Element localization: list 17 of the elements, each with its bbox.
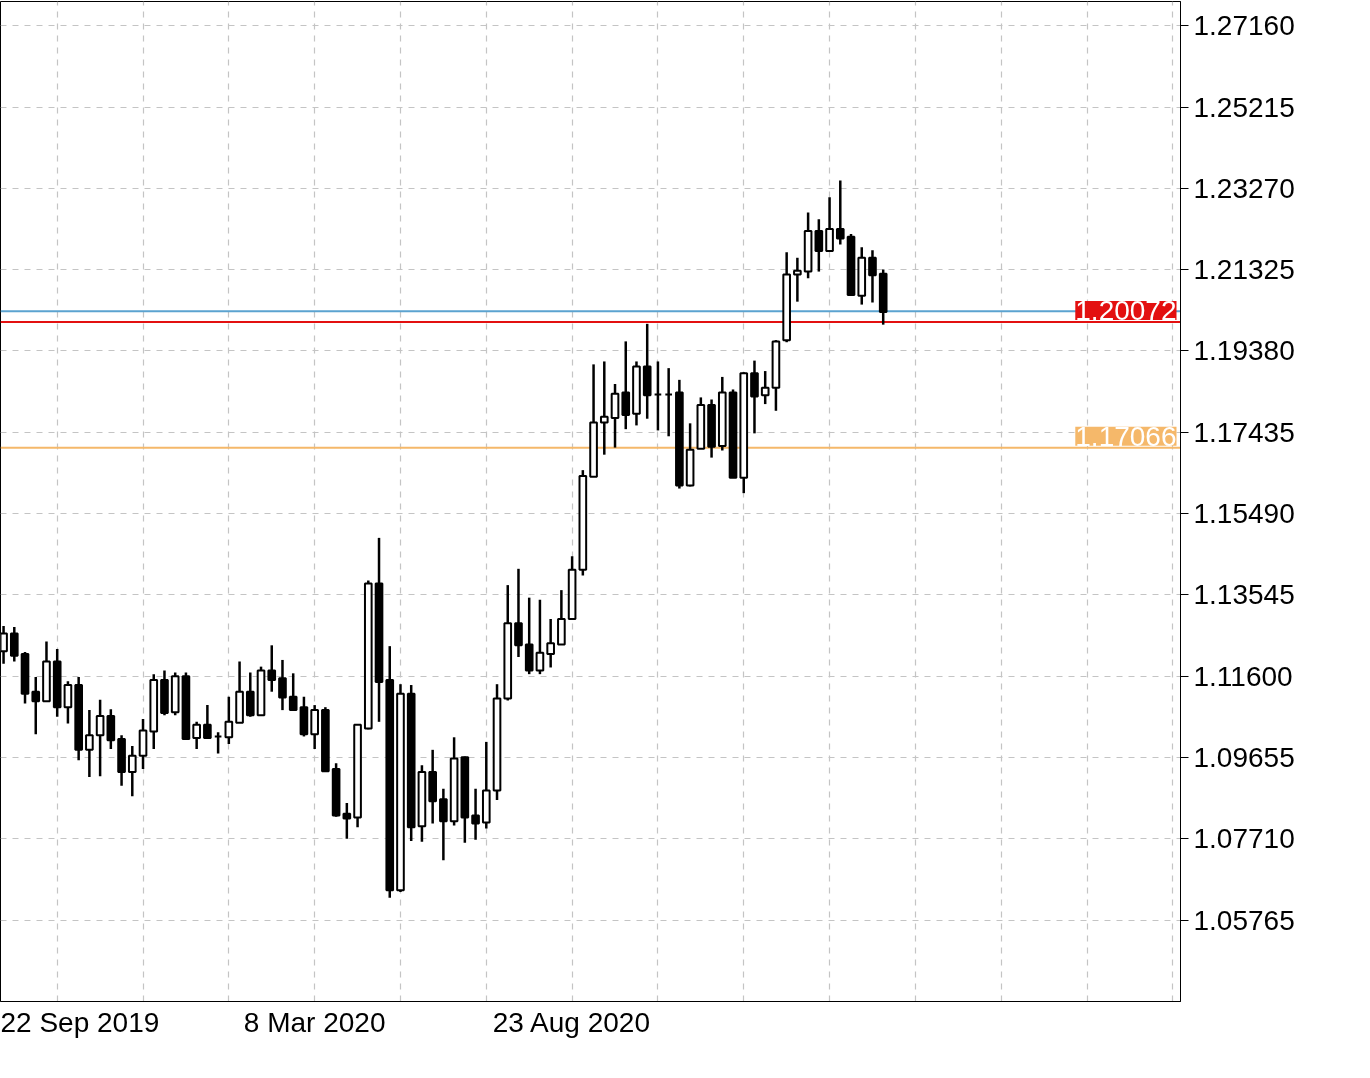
x-tick-label: 22 Sep 2019 xyxy=(0,1006,160,1038)
y-tick-label: 1.15490 xyxy=(1193,498,1295,530)
y-tick-label: 1.07710 xyxy=(1193,823,1295,855)
y-tick-label: 1.17435 xyxy=(1193,416,1295,448)
y-tick-label: 1.11600 xyxy=(1193,660,1293,692)
ref-line-label: 1.20072 xyxy=(1075,295,1177,327)
x-tick-label: 8 Mar 2020 xyxy=(243,1006,386,1038)
y-tick-label: 1.27160 xyxy=(1193,10,1295,42)
y-tick-label: 1.09655 xyxy=(1193,742,1295,774)
y-tick-label: 1.13545 xyxy=(1193,579,1295,611)
y-tick-label: 1.21325 xyxy=(1193,254,1295,286)
ref-line-label: 1.17066 xyxy=(1075,420,1177,452)
y-tick-label: 1.25215 xyxy=(1193,91,1295,123)
x-tick-label: 23 Aug 2020 xyxy=(492,1006,650,1038)
y-tick-label: 1.05765 xyxy=(1193,904,1295,936)
y-tick-label: 1.19380 xyxy=(1193,335,1295,367)
y-tick-label: 1.23270 xyxy=(1193,172,1295,204)
